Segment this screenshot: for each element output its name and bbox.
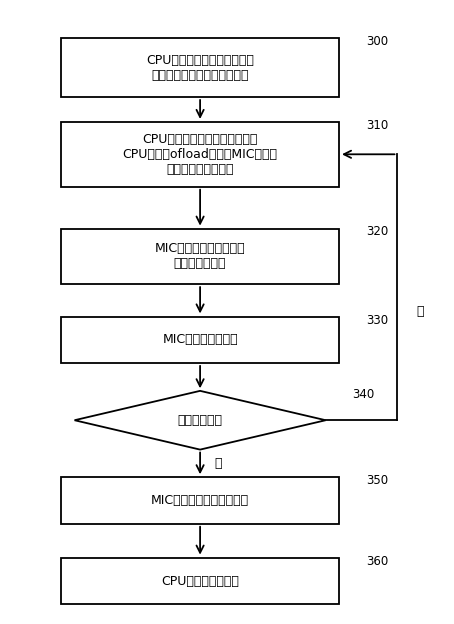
Text: 330: 330 (366, 313, 388, 326)
FancyBboxPatch shape (61, 477, 339, 524)
Text: 否: 否 (416, 306, 424, 318)
Text: 是: 是 (214, 457, 222, 470)
Text: CPU端相定义数组，并分配空间
CPU端通过ofload语句在MIC端分配
空间并进行数据传递: CPU端相定义数组，并分配空间 CPU端通过ofload语句在MIC端分配 空间… (123, 133, 277, 176)
FancyBboxPatch shape (61, 122, 339, 187)
Text: MIC端把结果回传给主机端: MIC端把结果回传给主机端 (151, 494, 249, 507)
FancyBboxPatch shape (61, 228, 339, 284)
FancyBboxPatch shape (61, 38, 339, 97)
Text: 340: 340 (353, 388, 375, 401)
Text: 360: 360 (366, 555, 388, 568)
Text: 350: 350 (366, 474, 388, 487)
FancyBboxPatch shape (61, 316, 339, 363)
FancyBboxPatch shape (61, 558, 339, 604)
Text: 310: 310 (366, 119, 388, 132)
Text: 300: 300 (366, 35, 388, 48)
Text: 320: 320 (366, 225, 388, 238)
Text: CPU端输出计算结果: CPU端输出计算结果 (161, 575, 239, 588)
Text: 迭代是否完成: 迭代是否完成 (178, 414, 222, 427)
Polygon shape (74, 391, 326, 450)
Text: MIC端并行边界处理: MIC端并行边界处理 (162, 333, 238, 346)
Text: CPU端进行全场初始化，确定
各节点的宏观参量及分布函数: CPU端进行全场初始化，确定 各节点的宏观参量及分布函数 (146, 54, 254, 82)
Text: MIC端并行计算迁移碰撞
内层循环向量化: MIC端并行计算迁移碰撞 内层循环向量化 (155, 242, 246, 270)
